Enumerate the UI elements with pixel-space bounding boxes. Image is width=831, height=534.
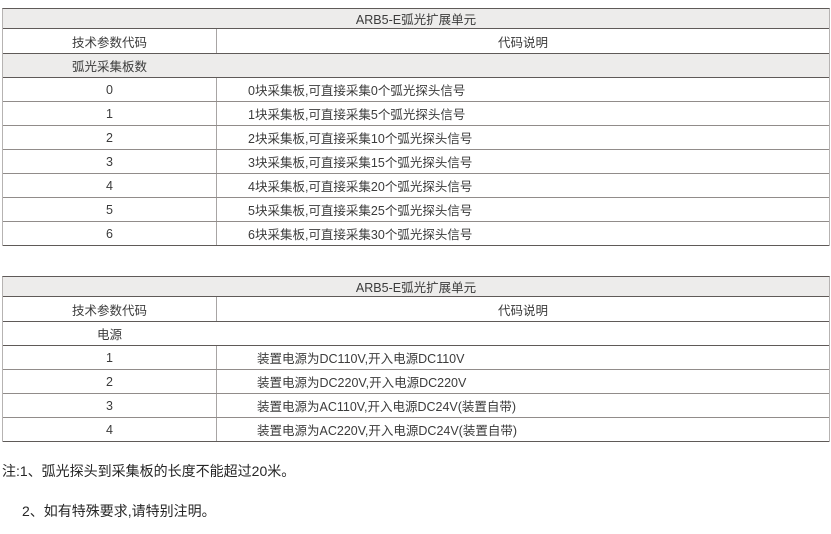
section-row-power: 电源 [3, 322, 829, 346]
col-header-param-code: 技术参数代码 [3, 29, 217, 53]
note-line-2: 2、如有特殊要求,请特别注明。 [22, 503, 216, 519]
section-label: 电源 [96, 328, 122, 342]
col-header-param-code: 技术参数代码 [3, 297, 217, 321]
table-row: 2 2块采集板,可直接采集10个弧光探头信号 [3, 126, 829, 150]
note-line-1: 注:1、弧光探头到采集板的长度不能超过20米。 [2, 463, 296, 479]
table-row: 4 4块采集板,可直接采集20个弧光探头信号 [3, 174, 829, 198]
table-header-row: 技术参数代码 代码说明 [3, 297, 829, 322]
param-code-cell: 0 [3, 78, 217, 101]
code-desc-cell: 3块采集板,可直接采集15个弧光探头信号 [248, 156, 473, 170]
param-code-cell: 2 [3, 370, 217, 393]
table-title: ARB5-E弧光扩展单元 [355, 13, 477, 27]
table-row: 2 装置电源为DC220V,开入电源DC220V [3, 370, 829, 394]
param-code-cell: 2 [3, 126, 217, 149]
code-desc-cell: 0块采集板,可直接采集0个弧光探头信号 [248, 84, 466, 98]
code-desc-cell: 2块采集板,可直接采集10个弧光探头信号 [248, 132, 473, 146]
param-code-cell: 1 [3, 346, 217, 369]
code-desc-cell: 6块采集板,可直接采集30个弧光探头信号 [248, 228, 473, 242]
table-title-row: ARB5-E弧光扩展单元 [3, 277, 829, 297]
table-row: 0 0块采集板,可直接采集0个弧光探头信号 [3, 78, 829, 102]
section-row-collector-board-count: 弧光采集板数 [3, 54, 829, 78]
code-desc-cell: 装置电源为AC220V,开入电源DC24V(装置自带) [257, 424, 518, 438]
table-row: 4 装置电源为AC220V,开入电源DC24V(装置自带) [3, 418, 829, 442]
param-code-cell: 4 [3, 418, 217, 441]
code-desc-cell: 5块采集板,可直接采集25个弧光探头信号 [248, 204, 473, 218]
param-code-cell: 3 [3, 394, 217, 417]
table-header-row: 技术参数代码 代码说明 [3, 29, 829, 54]
arc-expansion-table-power-supply: ARB5-E弧光扩展单元 技术参数代码 代码说明 电源 1 装置电源为DC110… [2, 276, 830, 442]
param-code-cell: 6 [3, 222, 217, 245]
section-label: 弧光采集板数 [71, 60, 147, 74]
param-code-cell: 4 [3, 174, 217, 197]
table-title-row: ARB5-E弧光扩展单元 [3, 9, 829, 29]
code-desc-cell: 4块采集板,可直接采集20个弧光探头信号 [248, 180, 473, 194]
col-header-code-desc: 代码说明 [497, 303, 548, 318]
table-row: 6 6块采集板,可直接采集30个弧光探头信号 [3, 222, 829, 246]
code-desc-cell: 装置电源为DC110V,开入电源DC110V [257, 352, 465, 366]
col-header-code-desc: 代码说明 [497, 35, 548, 50]
table-row: 3 装置电源为AC110V,开入电源DC24V(装置自带) [3, 394, 829, 418]
param-code-cell: 5 [3, 198, 217, 221]
table-row: 3 3块采集板,可直接采集15个弧光探头信号 [3, 150, 829, 174]
code-desc-cell: 装置电源为AC110V,开入电源DC24V(装置自带) [257, 400, 517, 414]
table-row: 1 1块采集板,可直接采集5个弧光探头信号 [3, 102, 829, 126]
code-desc-cell: 装置电源为DC220V,开入电源DC220V [257, 376, 467, 390]
table-row: 5 5块采集板,可直接采集25个弧光探头信号 [3, 198, 829, 222]
code-desc-cell: 1块采集板,可直接采集5个弧光探头信号 [248, 108, 466, 122]
table-title: ARB5-E弧光扩展单元 [355, 281, 477, 295]
table-row: 1 装置电源为DC110V,开入电源DC110V [3, 346, 829, 370]
param-code-cell: 1 [3, 102, 217, 125]
arc-expansion-table-collector-boards: ARB5-E弧光扩展单元 技术参数代码 代码说明 弧光采集板数 0 0块采集板,… [2, 8, 830, 246]
param-code-cell: 3 [3, 150, 217, 173]
